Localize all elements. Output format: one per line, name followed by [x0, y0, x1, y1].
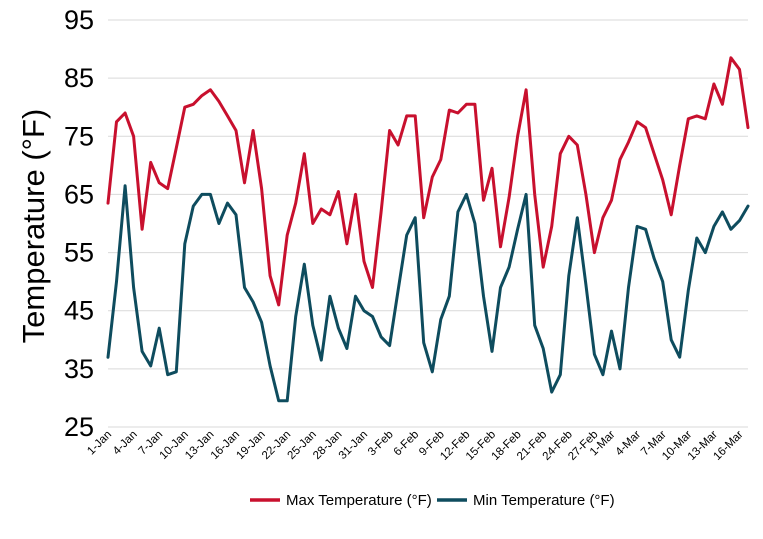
legend-label: Min Temperature (°F)	[473, 492, 615, 509]
y-tick-label: 75	[64, 121, 94, 151]
x-tick-label: 31-Jan	[337, 429, 370, 462]
y-tick-label: 35	[64, 354, 94, 384]
y-tick-label: 25	[64, 412, 94, 442]
legend: Max Temperature (°F) Min Temperature (°F)	[250, 492, 615, 509]
x-tick-label: 3-Feb	[366, 429, 396, 459]
y-tick-label: 95	[64, 5, 94, 35]
y-tick-label: 85	[64, 63, 94, 93]
series-line-max-temperature	[106, 56, 750, 307]
y-tick-label: 55	[64, 238, 94, 268]
y-tick-label: 65	[64, 179, 94, 209]
x-tick-label: 4-Mar	[613, 429, 643, 459]
x-axis: 1-Jan4-Jan7-Jan10-Jan13-Jan16-Jan19-Jan2…	[85, 426, 748, 463]
x-tick-label: 4-Jan	[111, 429, 140, 458]
y-axis: 25 35 45 55 65 75 85 95	[64, 5, 94, 442]
legend-label: Max Temperature (°F)	[286, 492, 432, 509]
gridlines	[108, 19, 748, 370]
x-tick-label: 6-Feb	[392, 429, 422, 459]
series-line-min-temperature	[106, 184, 750, 403]
y-axis-label: Temperature (°F)	[16, 109, 51, 344]
y-tick-label: 45	[64, 296, 94, 326]
series-lines	[106, 56, 750, 403]
